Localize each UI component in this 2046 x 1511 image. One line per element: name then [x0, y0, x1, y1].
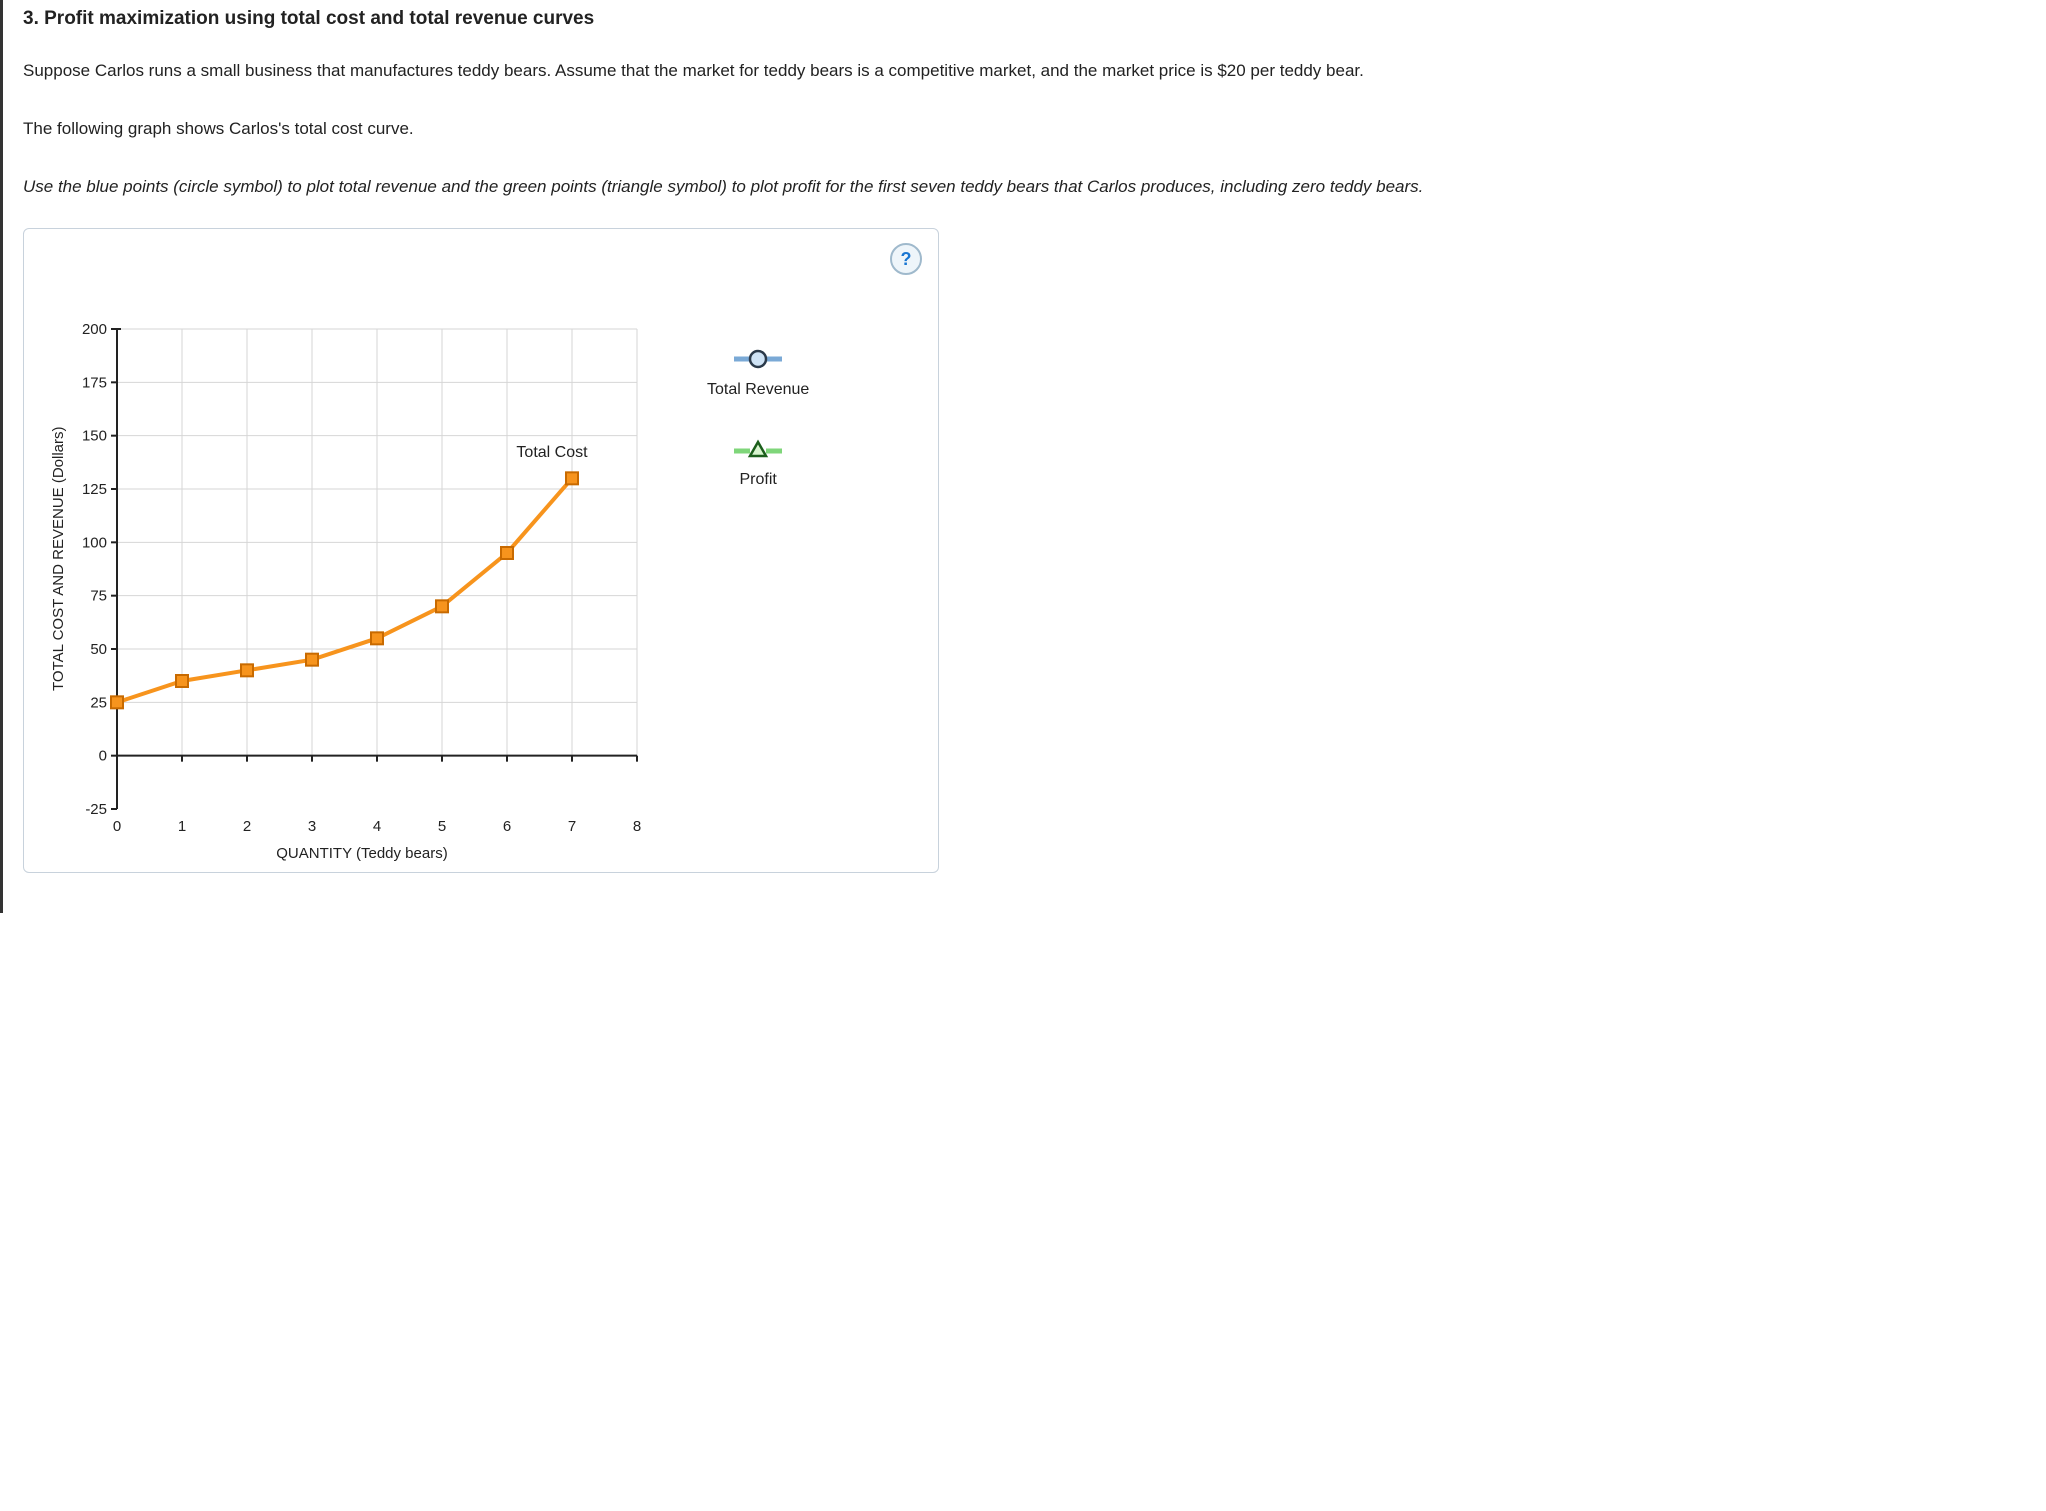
svg-text:150: 150	[82, 428, 107, 445]
question-container: 3. Profit maximization using total cost …	[0, 0, 1593, 913]
svg-text:175: 175	[82, 374, 107, 391]
svg-text:0: 0	[99, 748, 107, 765]
question-heading: 3. Profit maximization using total cost …	[23, 8, 1573, 30]
svg-text:-25: -25	[85, 801, 107, 818]
svg-text:75: 75	[90, 588, 107, 605]
legend-label-revenue: Total Revenue	[707, 381, 809, 399]
svg-text:100: 100	[82, 534, 107, 551]
svg-text:8: 8	[633, 818, 641, 835]
svg-text:50: 50	[90, 641, 107, 658]
svg-text:6: 6	[503, 818, 511, 835]
circle-icon	[730, 349, 786, 369]
paragraph-graph: The following graph shows Carlos's total…	[23, 112, 1573, 146]
svg-text:25: 25	[90, 694, 107, 711]
svg-text:Total Cost: Total Cost	[516, 444, 588, 461]
legend-total-revenue[interactable]: Total Revenue	[707, 349, 809, 399]
legend-profit[interactable]: Profit	[707, 439, 809, 489]
svg-text:0: 0	[113, 818, 121, 835]
paragraph-intro: Suppose Carlos runs a small business tha…	[23, 54, 1573, 88]
help-button[interactable]: ?	[890, 243, 922, 275]
y-axis-label: TOTAL COST AND REVENUE (Dollars)	[46, 319, 67, 799]
legend: Total Revenue Profit	[707, 349, 809, 529]
svg-text:7: 7	[568, 818, 576, 835]
triangle-icon	[730, 439, 786, 459]
graph-panel: ? TOTAL COST AND REVENUE (Dollars) -25 0 2…	[23, 228, 939, 873]
legend-label-profit: Profit	[739, 471, 776, 489]
svg-text:5: 5	[438, 818, 446, 835]
svg-text:1: 1	[178, 818, 186, 835]
svg-text:125: 125	[82, 481, 107, 498]
svg-text:200: 200	[82, 321, 107, 338]
help-icon: ?	[901, 249, 912, 270]
instruction-text: Use the blue points (circle symbol) to p…	[23, 170, 1573, 204]
svg-text:3: 3	[308, 818, 316, 835]
svg-text:2: 2	[243, 818, 251, 835]
svg-text:4: 4	[373, 818, 381, 835]
chart-column: -25 0 25 50 75 100 125 150 175 200 0 1 2 3 4 5 6 7 8 Total …	[67, 319, 657, 862]
chart-plot[interactable]: -25 0 25 50 75 100 125 150 175 200 0 1 2 3 4 5 6 7 8 Total …	[67, 319, 657, 839]
x-axis-label: QUANTITY (Teddy bears)	[276, 845, 447, 862]
graph-body: TOTAL COST AND REVENUE (Dollars) -250255…	[46, 319, 916, 862]
